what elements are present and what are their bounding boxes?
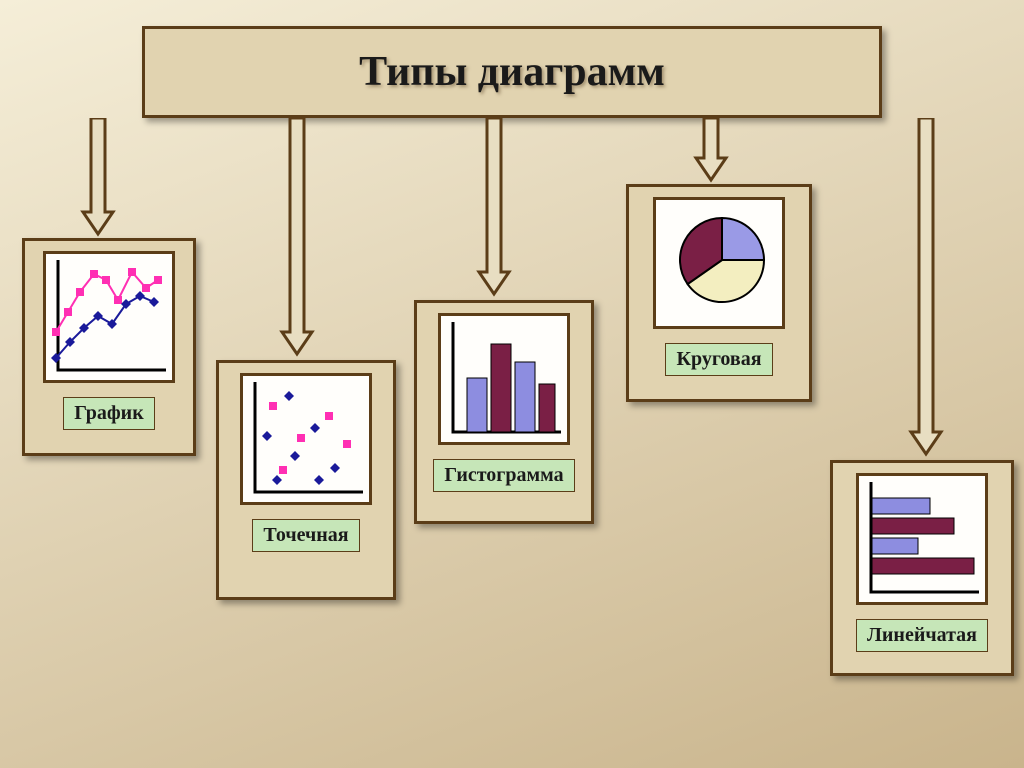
card-scatter-chart: Точечная <box>216 360 396 600</box>
card-pie-chart-icon <box>653 197 785 329</box>
card-hbar-chart-label: Линейчатая <box>856 619 988 652</box>
title-box: Типы диаграмм <box>142 26 882 118</box>
card-line-chart-icon <box>43 251 175 383</box>
card-line-chart: График <box>22 238 196 456</box>
card-pie-chart: Круговая <box>626 184 812 402</box>
card-scatter-chart-icon <box>240 373 372 505</box>
arrow-to-scatter <box>279 118 315 357</box>
arrow-to-pie <box>693 118 729 183</box>
card-hbar-chart: Линейчатая <box>830 460 1014 676</box>
arrow-to-hbar <box>908 118 944 457</box>
arrow-to-bar <box>476 118 512 297</box>
card-scatter-chart-label: Точечная <box>252 519 359 552</box>
title-text: Типы диаграмм <box>359 48 665 96</box>
card-pie-chart-label: Круговая <box>665 343 772 376</box>
card-bar-chart-icon <box>438 313 570 445</box>
card-hbar-chart-icon <box>856 473 988 605</box>
card-line-chart-label: График <box>63 397 154 430</box>
card-bar-chart: Гистограмма <box>414 300 594 524</box>
card-bar-chart-label: Гистограмма <box>433 459 574 492</box>
arrow-to-line <box>80 118 116 237</box>
